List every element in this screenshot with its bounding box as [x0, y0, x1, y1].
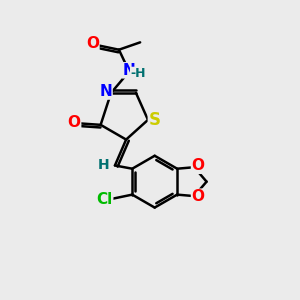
Text: O: O [68, 115, 81, 130]
Text: O: O [191, 158, 205, 173]
Text: -H: -H [130, 68, 146, 80]
Text: N: N [122, 63, 135, 78]
Text: O: O [86, 36, 99, 51]
Text: N: N [99, 84, 112, 99]
Text: Cl: Cl [96, 191, 113, 206]
Text: H: H [98, 158, 109, 172]
Text: S: S [148, 111, 160, 129]
Text: O: O [191, 189, 205, 204]
